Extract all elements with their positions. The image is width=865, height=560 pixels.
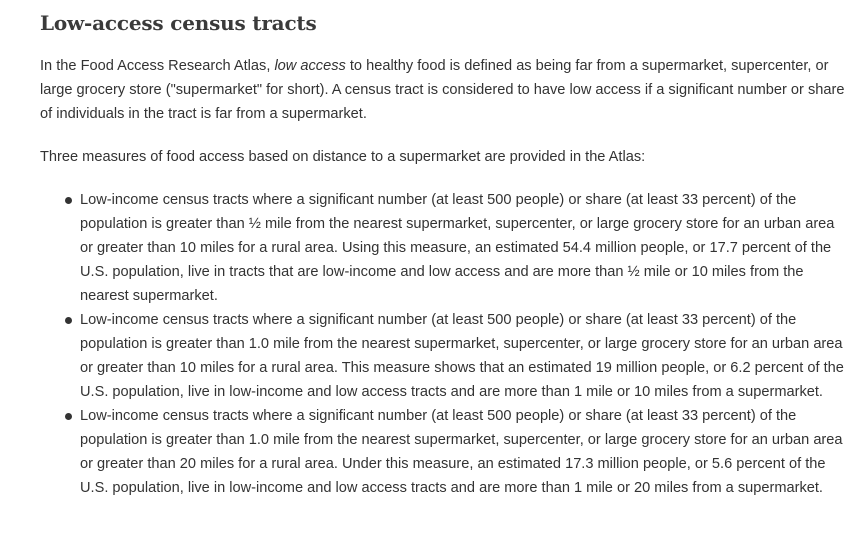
bullet-icon xyxy=(65,413,72,420)
article-section: Low-access census tracts In the Food Acc… xyxy=(40,10,850,500)
intro-paragraph: In the Food Access Research Atlas, low a… xyxy=(40,54,850,126)
section-heading: Low-access census tracts xyxy=(40,11,317,35)
intro-text-before: In the Food Access Research Atlas, xyxy=(40,58,275,74)
intro-emphasis: low access xyxy=(274,58,346,74)
measures-list: Low-income census tracts where a signifi… xyxy=(40,188,850,500)
list-item: Low-income census tracts where a signifi… xyxy=(65,308,850,404)
bullet-icon xyxy=(65,197,72,204)
list-item-text: Low-income census tracts where a signifi… xyxy=(80,312,844,400)
list-item: Low-income census tracts where a signifi… xyxy=(65,188,850,308)
list-item: Low-income census tracts where a signifi… xyxy=(65,404,850,500)
measures-intro-paragraph: Three measures of food access based on d… xyxy=(40,149,646,165)
list-item-text: Low-income census tracts where a signifi… xyxy=(80,192,835,304)
bullet-icon xyxy=(65,317,72,324)
list-item-text: Low-income census tracts where a signifi… xyxy=(80,408,843,496)
intro-text-after: to healthy food is defined as being far … xyxy=(40,58,845,122)
